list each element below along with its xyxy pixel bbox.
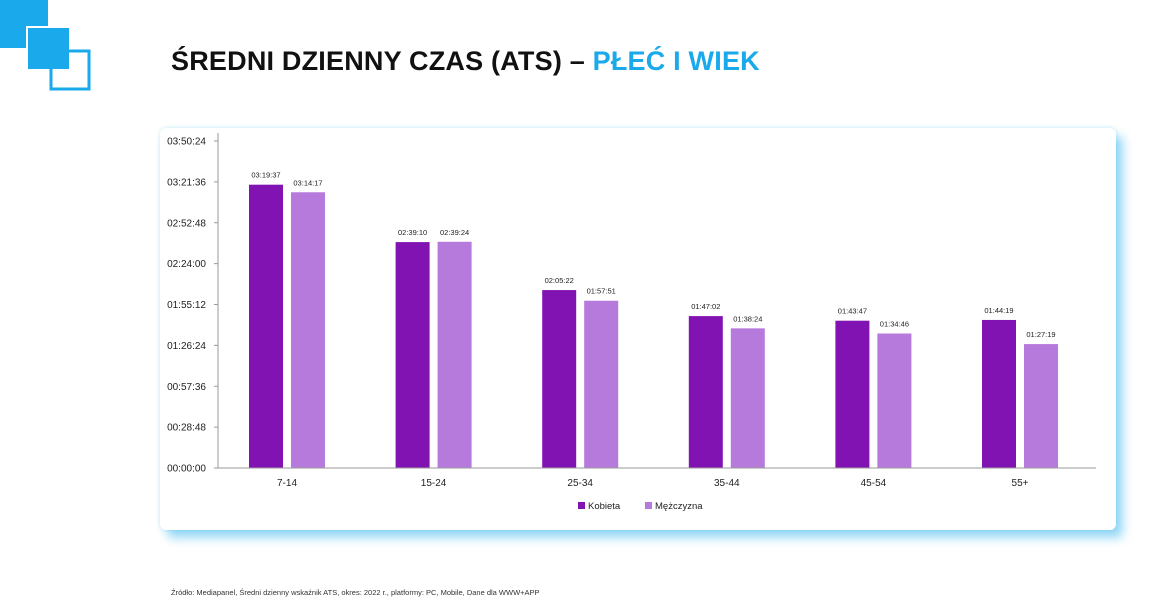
- y-tick-label: 03:50:24: [167, 137, 206, 148]
- x-tick-label: 7-14: [277, 478, 297, 489]
- bar-mezczyzna-55+: [1024, 344, 1058, 468]
- x-tick-label: 35-44: [714, 478, 740, 489]
- y-tick-label: 02:52:48: [167, 218, 206, 229]
- legend-label: Kobieta: [588, 501, 621, 512]
- data-label: 01:44:19: [984, 306, 1013, 315]
- legend-label: Mężczyzna: [655, 501, 703, 512]
- bar-kobieta-25-34: [542, 290, 577, 468]
- bar-mezczyzna-25-34: [584, 300, 619, 468]
- y-tick-label: 02:24:00: [167, 259, 206, 270]
- data-label: 02:05:22: [545, 276, 574, 285]
- title-accent: PŁEĆ I WIEK: [592, 46, 760, 76]
- y-axis: 00:00:00 00:28:48 00:57:36 01:26:24 01:55:12…: [167, 133, 219, 475]
- bar-kobieta-7-14: [249, 184, 283, 468]
- legend: Kobieta Mężczyzna: [578, 501, 703, 512]
- page-title: ŚREDNI DZIENNY CZAS (ATS) – PŁEĆ I WIEK: [171, 46, 760, 77]
- data-label: 01:34:46: [880, 320, 909, 329]
- logo-square-outline: [49, 49, 91, 91]
- bar-mezczyzna-45-54: [877, 333, 912, 468]
- data-label: 01:57:51: [587, 287, 616, 296]
- data-label: 03:14:17: [293, 178, 322, 187]
- bar-chart: 00:00:00 00:28:48 00:57:36 01:26:24 01:55:12…: [167, 133, 1096, 512]
- data-label: 01:38:24: [733, 314, 762, 323]
- logo-square-medium: [26, 26, 71, 71]
- data-label: 01:47:02: [691, 302, 720, 311]
- y-tick-label: 00:00:00: [167, 464, 206, 475]
- x-axis: 7-14 15-24 25-34 35-44 45-54 55+: [218, 467, 1096, 489]
- y-tick-label: 00:57:36: [167, 382, 206, 393]
- bar-kobieta-35-44: [688, 316, 723, 468]
- brand-logo: [0, 0, 91, 91]
- bar-kobieta-45-54: [835, 320, 870, 468]
- bar-mezczyzna-15-24: [437, 241, 472, 468]
- value-labels: 03:19:37 03:14:17 02:39:10 02:39:24 02:05:22…: [251, 171, 1055, 339]
- y-tick-label: 03:21:36: [167, 177, 206, 188]
- x-tick-label: 55+: [1012, 478, 1029, 489]
- data-label: 01:43:47: [838, 307, 867, 316]
- bar-kobieta-15-24: [395, 242, 430, 468]
- y-tick-label: 00:28:48: [167, 423, 206, 434]
- y-tick-label: 01:55:12: [167, 300, 206, 311]
- data-label: 01:27:19: [1026, 330, 1055, 339]
- bars: [249, 184, 1058, 468]
- data-label: 02:39:10: [398, 228, 427, 237]
- x-tick-label: 15-24: [421, 478, 447, 489]
- source-footnote: Źródło: Mediapanel, Średni dzienny wskaź…: [171, 588, 540, 597]
- bar-mezczyzna-7-14: [291, 192, 325, 468]
- title-main: ŚREDNI DZIENNY CZAS (ATS) –: [171, 46, 585, 76]
- bar-kobieta-55+: [982, 319, 1016, 468]
- x-tick-label: 25-34: [567, 478, 593, 489]
- y-tick-label: 01:26:24: [167, 341, 206, 352]
- legend-swatch: [578, 502, 585, 509]
- x-tick-label: 45-54: [861, 478, 887, 489]
- legend-swatch: [645, 502, 652, 509]
- data-label: 03:19:37: [251, 171, 280, 180]
- data-label: 02:39:24: [440, 228, 469, 237]
- bar-mezczyzna-35-44: [730, 328, 765, 468]
